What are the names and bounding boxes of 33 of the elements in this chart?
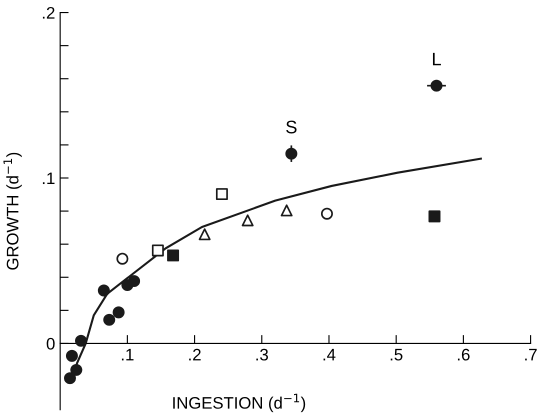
point [428, 210, 440, 222]
point [98, 284, 110, 296]
x-tick-label: .4 [324, 348, 336, 360]
x-tick-label: .5 [390, 348, 402, 361]
x-tick-label: .3 [256, 348, 268, 361]
y-tick-label: .1 [42, 172, 54, 184]
point [103, 314, 116, 326]
point [430, 80, 442, 92]
point [242, 214, 254, 226]
point [152, 244, 164, 256]
point [128, 275, 140, 288]
x-tick-label: .2 [189, 348, 201, 360]
point [320, 208, 333, 220]
y-axis-title: GROWTH (d$^{−1}$) [3, 152, 22, 270]
annotation: S [286, 120, 297, 134]
point [167, 249, 180, 262]
point [64, 372, 76, 384]
x-tick-label: .6 [458, 348, 470, 361]
point [112, 306, 125, 318]
point [116, 252, 128, 265]
point [198, 228, 211, 240]
point [70, 364, 82, 376]
annotation: L [432, 52, 441, 66]
point [216, 188, 228, 200]
point [280, 204, 293, 216]
point [75, 334, 87, 347]
point [66, 350, 78, 362]
y-tick-label: .2 [42, 6, 54, 19]
x-tick-label: .1 [122, 348, 134, 360]
x-axis-title: INGESTION (d$^{−1}$) [173, 394, 306, 412]
y-tick-label: 0 [46, 338, 55, 350]
x-tick-label: .7 [525, 348, 537, 360]
point [285, 148, 298, 160]
